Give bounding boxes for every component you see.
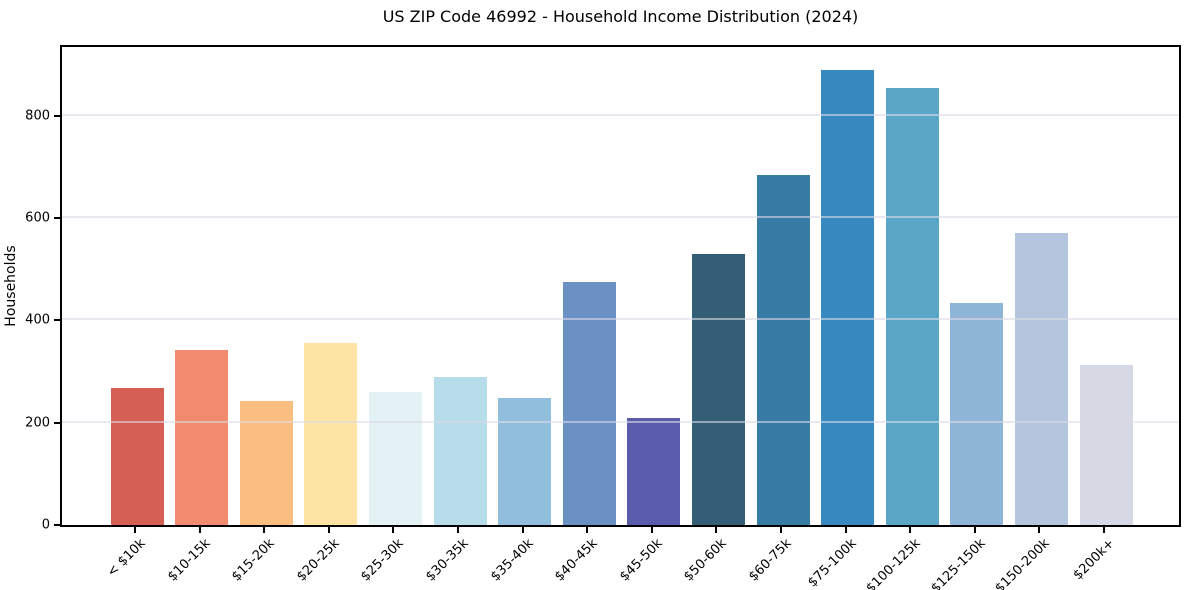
x-tick-mark-$50-60k (715, 527, 718, 533)
bar-$10-15k (175, 350, 229, 525)
bar-$150-200k (1014, 233, 1068, 525)
x-tick-mark-$100-125k (909, 527, 912, 533)
y-tick-mark-400 (54, 319, 60, 322)
y-tick-mark-800 (54, 114, 60, 117)
y-tick-label-400: 400 (25, 312, 50, 328)
bar-$40-45k (562, 282, 616, 525)
x-tick-mark-$40-45k (586, 527, 589, 533)
chart-title: US ZIP Code 46992 - Household Income Dis… (382, 7, 859, 26)
gridline-200 (62, 420, 1179, 423)
x-tick-mark-$200k+ (1103, 527, 1105, 533)
y-tick-label-600: 600 (25, 210, 50, 226)
x-tick-mark-$10-15k (198, 527, 201, 533)
plot-area (60, 45, 1181, 527)
bar-$20-25k (304, 343, 358, 525)
x-tick-label-< $10k: < $10k (104, 536, 149, 581)
x-tick-mark-$45-50k (650, 527, 653, 533)
y-tick-label-200: 200 (25, 415, 50, 431)
x-tick-mark-$125-150k (973, 527, 976, 533)
bar-$45-50k (627, 417, 681, 525)
bar-$50-60k (691, 253, 745, 525)
x-tick-mark-$25-30k (392, 527, 395, 533)
y-tick-mark-600 (54, 217, 60, 220)
bar-< $10k (110, 387, 164, 525)
y-tick-mark-0 (54, 524, 60, 526)
gridline-600 (62, 216, 1179, 219)
bar-$200k+ (1079, 365, 1133, 525)
bar-$30-35k (433, 376, 487, 525)
y-tick-label-0: 0 (41, 517, 50, 533)
x-tick-mark-$15-20k (263, 527, 266, 533)
y-tick-mark-200 (54, 421, 60, 424)
bar-$15-20k (239, 400, 293, 525)
bar-$100-125k (885, 87, 939, 525)
x-tick-mark-$150-200k (1038, 527, 1041, 533)
x-tick-mark-$30-35k (457, 527, 459, 533)
x-tick-mark-$75-100k (844, 527, 847, 533)
gridline-400 (62, 318, 1179, 321)
gridline-800 (62, 113, 1179, 116)
bar-$75-100k (821, 69, 875, 525)
bar-$35-40k (498, 398, 552, 525)
x-tick-mark-$20-25k (327, 527, 330, 533)
x-tick-mark-$60-75k (780, 527, 782, 533)
y-tick-label-800: 800 (25, 108, 50, 124)
x-tick-mark-< $10k (134, 527, 136, 533)
x-tick-mark-$35-40k (521, 527, 524, 533)
bar-$125-150k (950, 302, 1004, 525)
bar-$25-30k (368, 392, 422, 525)
bar-$60-75k (756, 174, 810, 525)
